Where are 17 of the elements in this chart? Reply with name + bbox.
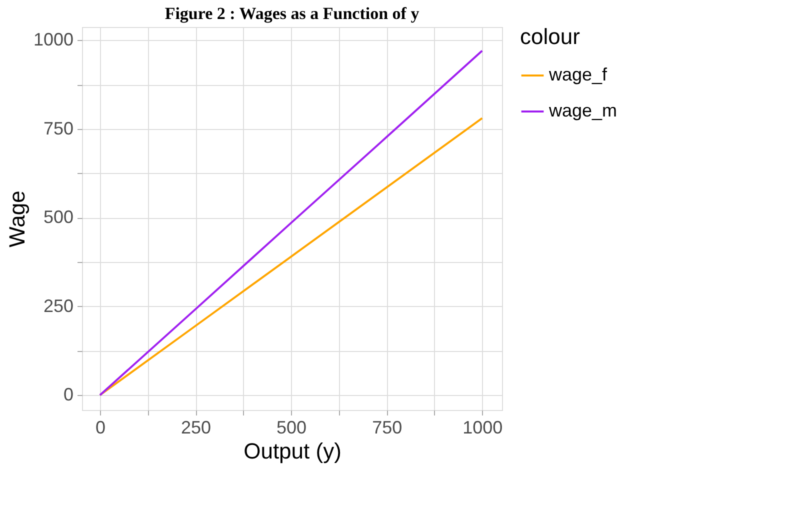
x-tick-label: 250 bbox=[180, 418, 212, 438]
y-tick-label: 250 bbox=[43, 296, 74, 316]
legend-label: wage_f bbox=[548, 64, 608, 84]
chart-title: Figure 2 : Wages as a Function of y bbox=[164, 4, 420, 23]
x-tick-label: 750 bbox=[372, 418, 402, 438]
legend-title: colour bbox=[520, 24, 580, 49]
legend-label: wage_m bbox=[548, 100, 618, 120]
y-tick-label: 1000 bbox=[33, 30, 74, 50]
line-series bbox=[98, 50, 484, 396]
y-tick-label: 750 bbox=[43, 118, 74, 138]
y-tick-label: 500 bbox=[43, 207, 74, 228]
x-tick-label: 500 bbox=[276, 418, 307, 438]
x-tick-label: 0 bbox=[95, 418, 106, 438]
x-axis-title: Output (y) bbox=[244, 438, 342, 464]
y-axis-title: Wage bbox=[4, 190, 30, 248]
y-tick-label: 0 bbox=[63, 384, 74, 405]
x-tick-label: 1000 bbox=[462, 418, 503, 438]
